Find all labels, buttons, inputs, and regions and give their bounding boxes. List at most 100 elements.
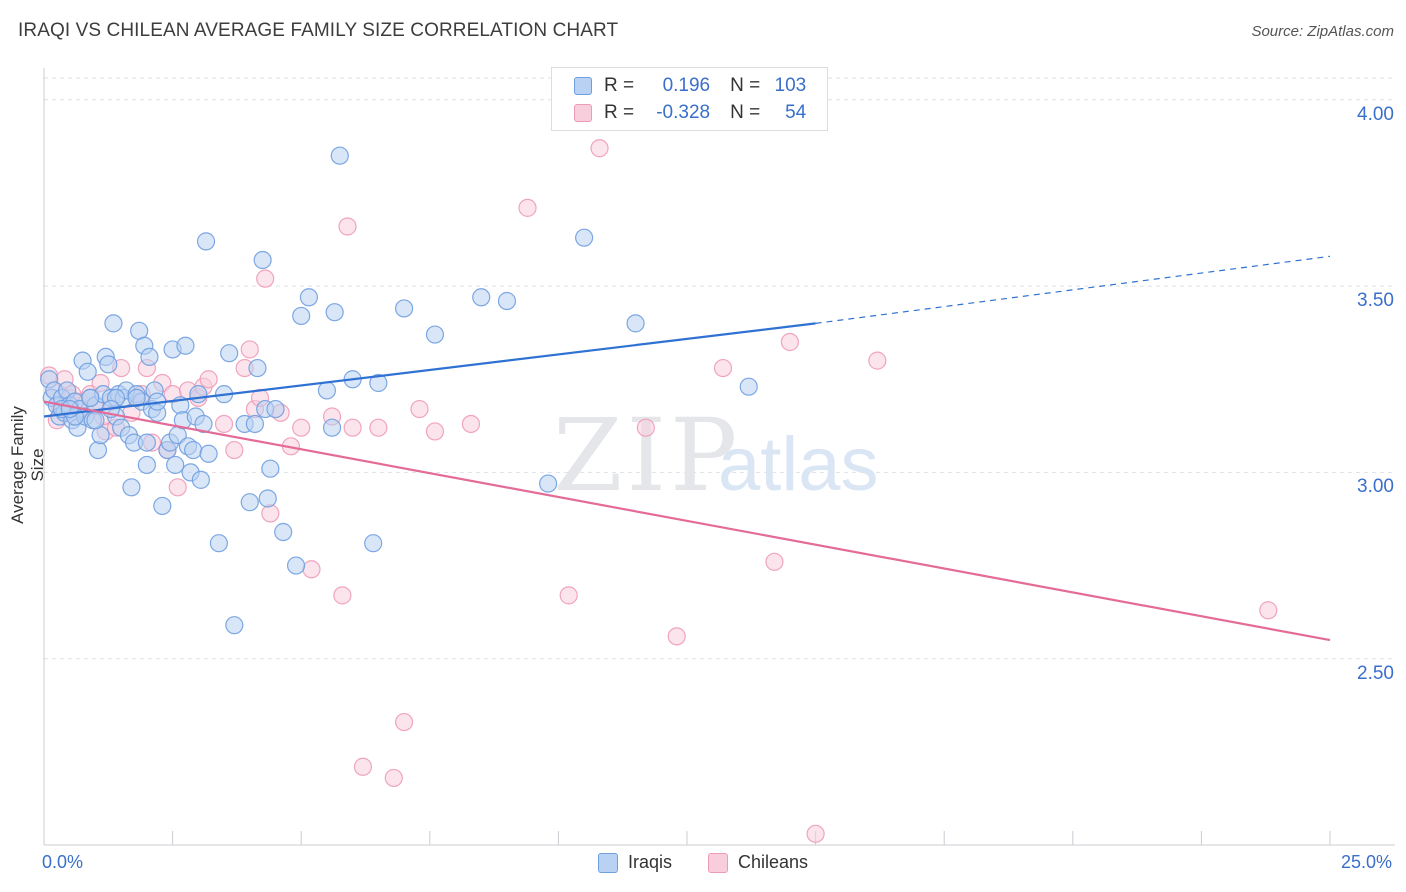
iraqi-point xyxy=(137,433,156,452)
legend-r-label: R = xyxy=(604,102,635,123)
iraqi-point xyxy=(369,373,388,393)
iraqi-point xyxy=(196,232,216,251)
chilean-point xyxy=(225,440,244,460)
watermark: ZIP atlas xyxy=(553,397,879,514)
chilean-point xyxy=(636,418,655,437)
series-legend-label: Chileans xyxy=(737,852,809,872)
series-legend-label: Iraqis xyxy=(627,852,672,872)
series-legend-iraqis[interactable]: Iraqis xyxy=(597,852,672,873)
chilean-point xyxy=(261,504,280,523)
iraqi-point xyxy=(248,358,267,378)
legend-swatch-iraqis xyxy=(574,77,592,95)
legend-n-value: 54 xyxy=(785,102,807,123)
chilean-point xyxy=(868,351,887,370)
iraqi-point xyxy=(194,414,213,434)
chilean-point xyxy=(765,552,784,571)
iraqi-point xyxy=(240,493,259,512)
legend-swatch-chileans xyxy=(574,104,592,122)
iraqi-point xyxy=(245,414,265,434)
chilean-point xyxy=(240,340,259,359)
iraqi-point xyxy=(266,399,285,419)
iraqi-point xyxy=(122,478,141,497)
iraqi-point xyxy=(292,306,311,326)
chilean-point xyxy=(333,586,352,605)
iraqis-points xyxy=(40,146,758,635)
swatch-iraqis xyxy=(597,852,618,873)
x-tick-label: 25.0% xyxy=(1340,852,1392,872)
iraqi-point xyxy=(88,440,108,460)
iraqi-point xyxy=(137,455,156,475)
chilean-point xyxy=(302,560,321,579)
iraqi-point xyxy=(539,474,558,493)
legend-r-value: -0.328 xyxy=(656,102,711,123)
chileans-trend-line xyxy=(43,400,1331,642)
iraqi-point xyxy=(394,299,414,318)
iraqi-point xyxy=(575,228,594,247)
iraqi-point xyxy=(166,455,185,475)
y-tick-label: 2.50 xyxy=(1357,662,1394,684)
iraqis-trend-line xyxy=(43,322,816,418)
iraqi-point xyxy=(274,522,293,542)
chilean-point xyxy=(369,418,388,437)
chilean-point xyxy=(353,757,373,776)
series-legend-chileans[interactable]: Chileans xyxy=(707,852,809,873)
y-tick-label: 3.50 xyxy=(1357,290,1394,312)
iraqi-point xyxy=(322,418,342,437)
series-legend: Iraqis Chileans xyxy=(0,852,1406,873)
iraqi-point xyxy=(739,377,758,396)
chilean-point xyxy=(518,198,537,217)
chilean-point xyxy=(425,422,445,441)
correlation-legend: R = 0.196 N = 103 R = -0.328 N = 54 xyxy=(551,67,828,131)
iraqi-point xyxy=(191,470,210,489)
iraqi-point xyxy=(99,355,118,374)
source-label: Source: ZipAtlas.com xyxy=(1251,23,1394,40)
chart-title: IRAQI VS CHILEAN AVERAGE FAMILY SIZE COR… xyxy=(18,20,619,41)
swatch-chileans xyxy=(707,852,728,873)
trend-lines xyxy=(43,255,1331,642)
legend-r-label: R = xyxy=(604,75,635,96)
iraqi-point xyxy=(364,534,383,553)
chilean-point xyxy=(461,414,481,434)
legend-r-value: 0.196 xyxy=(662,75,711,96)
iraqi-point xyxy=(258,489,277,508)
iraqi-point xyxy=(225,616,244,635)
iraqi-point xyxy=(497,291,517,311)
iraqis-trend-extension xyxy=(815,255,1331,324)
iraqi-point xyxy=(189,385,208,404)
chilean-point xyxy=(343,418,362,437)
chilean-point xyxy=(256,269,275,288)
iraqi-point xyxy=(330,146,349,165)
iraqi-point xyxy=(220,344,239,363)
x-tick-label: 0.0% xyxy=(42,852,84,872)
iraqi-point xyxy=(317,381,337,400)
chilean-point xyxy=(1259,601,1278,620)
iraqi-point xyxy=(325,303,344,322)
iraqi-point xyxy=(104,314,123,333)
chilean-point xyxy=(292,418,311,437)
iraqi-point xyxy=(472,288,491,307)
iraqi-point xyxy=(261,459,280,478)
iraqi-point xyxy=(153,496,172,516)
axes xyxy=(43,68,1395,846)
chilean-point xyxy=(338,217,357,236)
legend-row-chileans: R = -0.328 N = 54 xyxy=(574,100,806,126)
iraqi-point xyxy=(286,556,306,575)
iraqi-point xyxy=(81,388,100,407)
legend-n-value: 103 xyxy=(774,75,807,96)
chilean-point xyxy=(410,399,429,419)
y-tick-label: 4.00 xyxy=(1357,103,1394,125)
iraqi-point xyxy=(626,314,645,333)
legend-row-iraqis: R = 0.196 N = 103 xyxy=(574,73,806,99)
chilean-point xyxy=(590,139,609,158)
iraqi-point xyxy=(140,347,159,366)
legend-n-label: N = xyxy=(730,102,761,123)
chilean-point xyxy=(214,414,234,434)
legend-n-label: N = xyxy=(730,75,761,96)
chilean-point xyxy=(394,712,414,732)
chilean-point xyxy=(199,370,218,389)
chilean-point xyxy=(559,586,578,605)
chilean-point xyxy=(806,824,825,843)
chilean-point xyxy=(384,768,403,788)
iraqi-point xyxy=(176,336,195,355)
